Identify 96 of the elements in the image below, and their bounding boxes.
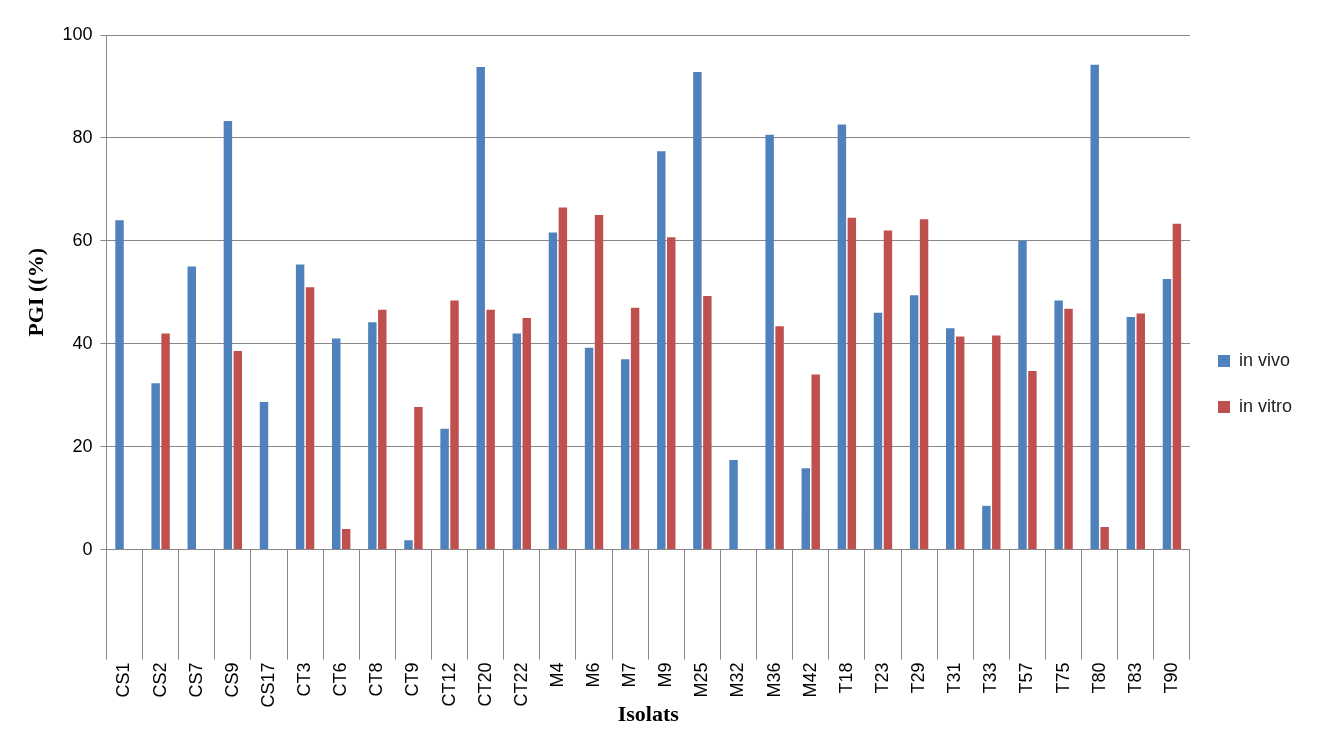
- x-tick-label: M4: [546, 662, 567, 688]
- y-tick-label: 100: [62, 23, 93, 44]
- x-tick-label: T23: [871, 662, 892, 694]
- bar: [594, 215, 604, 550]
- x-tick-label: CS7: [185, 662, 206, 698]
- bar: [223, 120, 233, 550]
- x-tick-label: T90: [1160, 662, 1181, 694]
- bar: [1054, 300, 1063, 550]
- y-tick-label: 20: [72, 435, 93, 456]
- bar: [992, 335, 1001, 550]
- bar: [1126, 316, 1136, 550]
- bar: [584, 347, 594, 550]
- bar: [512, 333, 522, 550]
- bar: [368, 322, 377, 550]
- bar: [946, 328, 955, 550]
- bar: [982, 505, 991, 550]
- bar: [630, 307, 640, 550]
- bar: [233, 350, 243, 550]
- bar: [729, 460, 738, 550]
- x-tick-label: T31: [944, 662, 965, 694]
- x-tick-label: CT8: [366, 662, 387, 697]
- bar: [657, 151, 666, 550]
- bar: [295, 264, 305, 550]
- bar: [847, 217, 857, 550]
- bar: [414, 407, 423, 550]
- x-tick-label: M42: [799, 662, 820, 698]
- bar: [548, 232, 558, 550]
- bar: [1172, 223, 1182, 550]
- bar: [305, 287, 315, 550]
- x-tick-label: CT9: [402, 662, 423, 697]
- x-tick-label: T29: [908, 662, 929, 694]
- x-tick-label: T75: [1052, 662, 1073, 694]
- bar: [1064, 308, 1073, 550]
- y-axis-title: PGI ((%): [22, 247, 48, 337]
- bar: [883, 230, 893, 550]
- bar: [115, 220, 124, 550]
- bar: [620, 359, 630, 550]
- x-tick-label: T80: [1088, 662, 1109, 694]
- bar: [161, 333, 170, 550]
- bar: [404, 540, 413, 550]
- bar: [440, 428, 449, 550]
- bar: [476, 66, 485, 550]
- bar: [332, 338, 341, 550]
- bar: [837, 124, 847, 550]
- y-tick-label: 60: [72, 229, 93, 250]
- x-tick-label: CT3: [294, 662, 315, 697]
- legend-label: in vivo: [1238, 349, 1291, 370]
- bar: [919, 219, 929, 550]
- bar: [558, 207, 568, 550]
- x-tick-label: CT6: [330, 662, 351, 697]
- bar: [1028, 371, 1037, 550]
- bar: [1100, 526, 1109, 550]
- x-axis-title: Isolats: [617, 701, 680, 727]
- bar: [775, 326, 784, 550]
- bar: [955, 336, 965, 550]
- bar: [909, 295, 919, 550]
- bar: [811, 374, 820, 550]
- bar: [341, 528, 351, 550]
- x-tick-label: CT12: [438, 662, 459, 707]
- bar: [667, 237, 676, 550]
- x-tick-label: T57: [1016, 662, 1037, 694]
- y-tick-label: 40: [72, 332, 93, 353]
- bar: [1136, 313, 1145, 550]
- bar: [486, 309, 495, 550]
- bar: [703, 295, 712, 550]
- bar: [765, 134, 774, 550]
- x-tick-label: M7: [619, 662, 640, 688]
- y-tick-label: 80: [72, 126, 93, 147]
- bar: [1018, 240, 1027, 550]
- x-tick-label: T83: [1124, 662, 1145, 694]
- legend-label: in vitro: [1238, 395, 1292, 416]
- bar: [873, 312, 883, 550]
- bar: [1162, 278, 1172, 550]
- x-tick-label: M32: [727, 662, 748, 698]
- x-tick-label: CS17: [257, 662, 278, 708]
- bar: [693, 72, 702, 550]
- bar: [801, 468, 810, 550]
- x-tick-label: M6: [583, 662, 603, 688]
- bar: [522, 318, 531, 550]
- x-tick-label: T33: [980, 662, 1001, 694]
- x-tick-label: CT22: [510, 662, 531, 707]
- bar: [151, 383, 160, 550]
- x-tick-label: CS2: [149, 662, 170, 698]
- x-tick-label: CS9: [221, 662, 242, 698]
- x-tick-label: T18: [835, 662, 856, 694]
- x-tick-label: M36: [763, 662, 784, 698]
- bar: [187, 266, 196, 550]
- x-tick-label: M9: [655, 662, 676, 688]
- bar: [259, 401, 269, 550]
- bar: [450, 300, 459, 550]
- x-tick-label: CS1: [113, 662, 134, 698]
- x-tick-label: M25: [691, 662, 712, 698]
- x-tick-label: CT20: [474, 662, 495, 707]
- bar: [378, 309, 387, 550]
- y-tick-label: 0: [82, 538, 93, 559]
- bar: [1090, 64, 1099, 550]
